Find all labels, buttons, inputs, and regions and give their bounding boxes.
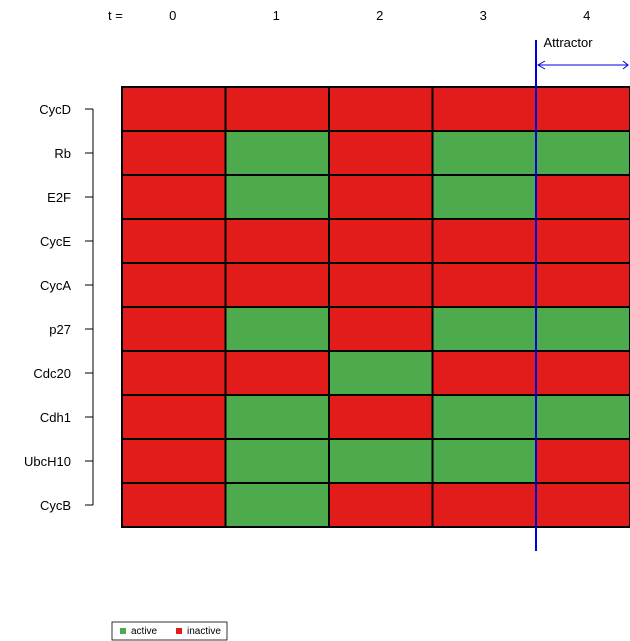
heatmap-cell (535, 306, 630, 352)
gene-label: E2F (47, 190, 71, 205)
attractor-marker: Attractor (535, 35, 629, 551)
heatmap-cell (431, 130, 537, 176)
heatmap-cell (121, 306, 227, 352)
heatmap-cell (535, 130, 630, 176)
heatmap-cell (431, 174, 537, 220)
heatmap-cell (535, 218, 630, 264)
heatmap-cell (535, 394, 630, 440)
gene-label: CycA (40, 278, 71, 293)
attractor-arrowhead-left (536, 60, 546, 70)
heatmap-cell (328, 306, 434, 352)
heatmap-cell (121, 350, 227, 396)
heatmap-cell (121, 86, 227, 132)
heatmap-cell (431, 350, 537, 396)
legend-box (111, 621, 228, 641)
attractor-label: Attractor (543, 35, 593, 50)
heatmap-cell (535, 86, 630, 132)
heatmap-cell (535, 350, 630, 396)
legend: active inactive (111, 621, 228, 641)
heatmap-cell (535, 438, 630, 484)
time-step-label: 0 (169, 8, 176, 23)
heatmap-cell (328, 86, 434, 132)
heatmap-cell (121, 438, 227, 484)
heatmap-cell (224, 394, 330, 440)
heatmap-cell (224, 262, 330, 308)
heatmap-cell (431, 482, 537, 528)
heatmap-cell (535, 174, 630, 220)
heatmap-cell (328, 438, 434, 484)
gene-label: CycD (39, 102, 71, 117)
heatmap-cell (121, 130, 227, 176)
heatmap-cell (328, 130, 434, 176)
heatmap-cell (431, 438, 537, 484)
gene-label: Rb (54, 146, 71, 161)
gene-label: CycE (40, 234, 71, 249)
time-step-label: 2 (376, 8, 383, 23)
time-label: t = (108, 8, 123, 23)
legend-swatch-inactive (176, 628, 182, 634)
heatmap-cell (224, 130, 330, 176)
legend-swatch-active (120, 628, 126, 634)
attractor-arrowhead-right (622, 60, 629, 70)
heatmap-cell (121, 482, 227, 528)
heatmap-cell (431, 306, 537, 352)
heatmap-cell (431, 262, 537, 308)
heatmap-cell (224, 438, 330, 484)
heatmap-cell (224, 218, 330, 264)
heatmap-cell (121, 262, 227, 308)
time-step-label: 3 (480, 8, 487, 23)
gene-label: UbcH10 (24, 454, 71, 469)
heatmap-cell (328, 262, 434, 308)
gene-label: Cdh1 (40, 410, 71, 425)
heatmap-cell (328, 482, 434, 528)
time-step-label: 1 (273, 8, 280, 23)
gene-label: CycB (40, 498, 71, 513)
time-step-label: 4 (583, 8, 590, 23)
heatmap-cell (431, 394, 537, 440)
gene-label: Cdc20 (33, 366, 71, 381)
heatmap-cell (121, 394, 227, 440)
gene-label: p27 (49, 322, 71, 337)
heatmap-cell (328, 350, 434, 396)
heatmap-cell (224, 174, 330, 220)
time-step-labels: t = 0 1 2 3 4 (108, 8, 590, 23)
heatmap-cell (431, 218, 537, 264)
heatmap-cell (224, 306, 330, 352)
legend-label-active: active (131, 626, 158, 637)
legend-label-inactive: inactive (187, 626, 221, 637)
heatmap-cell (224, 86, 330, 132)
heatmap-cell (224, 350, 330, 396)
heatmap-cell (535, 482, 630, 528)
heatmap-cell (328, 394, 434, 440)
heatmap-cell (224, 482, 330, 528)
heatmap-cell (121, 174, 227, 220)
heatmap-cell (535, 262, 630, 308)
heatmap-cell (121, 218, 227, 264)
gene-labels: CycD Rb E2F CycE CycA p27 Cdc20 Cdh1 UbcH10 CycB (24, 102, 94, 513)
heatmap-cells (121, 86, 630, 528)
heatmap-cell (431, 86, 537, 132)
heatmap-cell (328, 174, 434, 220)
heatmap-cell (328, 218, 434, 264)
